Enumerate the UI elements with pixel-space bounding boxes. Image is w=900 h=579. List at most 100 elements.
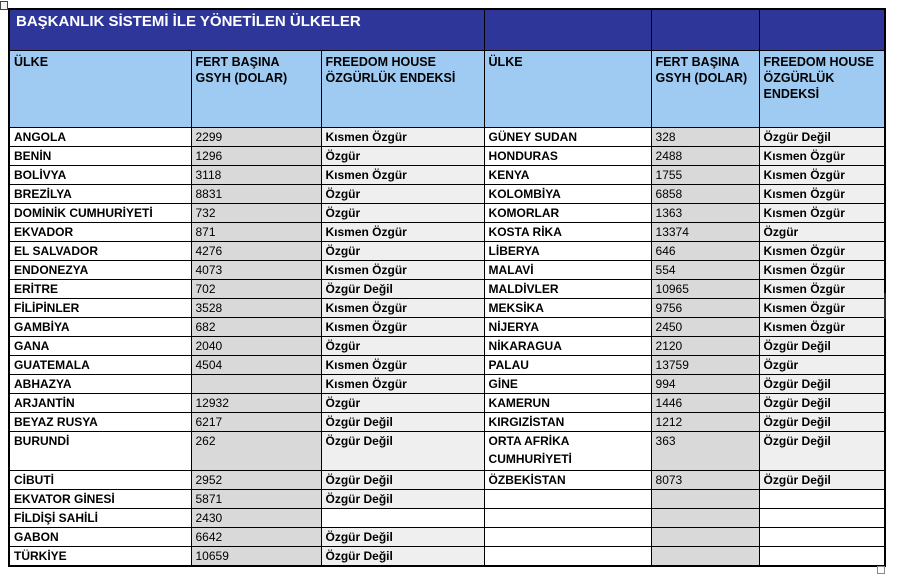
right-freedom-cell[interactable]: Özgür Değil — [758, 127, 886, 147]
left-gdp-cell[interactable]: 10659 — [190, 546, 322, 567]
left-country-cell[interactable]: GABON — [8, 527, 192, 547]
right-country-cell[interactable] — [483, 527, 652, 547]
header-freedom-right[interactable]: FREEDOM HOUSE ÖZGÜRLÜK ENDEKSİ — [758, 50, 886, 128]
right-gdp-cell[interactable]: 646 — [650, 241, 760, 261]
left-country-cell[interactable]: ERİTRE — [8, 279, 192, 299]
right-gdp-cell[interactable]: 2488 — [650, 146, 760, 166]
right-country-cell[interactable]: LİBERYA — [483, 241, 652, 261]
right-country-cell[interactable]: NİJERYA — [483, 317, 652, 337]
right-gdp-cell[interactable]: 13759 — [650, 355, 760, 375]
left-country-cell[interactable]: FİLDİŞİ SAHİLİ — [8, 508, 192, 528]
left-country-cell[interactable]: DOMİNİK CUMHURİYETİ — [8, 203, 192, 223]
right-gdp-cell[interactable]: 1212 — [650, 412, 760, 432]
left-freedom-cell[interactable] — [320, 508, 485, 528]
right-freedom-cell[interactable] — [758, 508, 886, 528]
right-freedom-cell[interactable]: Kısmen Özgür — [758, 203, 886, 223]
left-freedom-cell[interactable]: Özgür Değil — [320, 470, 485, 490]
left-gdp-cell[interactable]: 2430 — [190, 508, 322, 528]
right-gdp-cell[interactable]: 2120 — [650, 336, 760, 356]
right-freedom-cell[interactable]: Özgür Değil — [758, 431, 886, 471]
left-country-cell[interactable]: TÜRKİYE — [8, 546, 192, 567]
left-freedom-cell[interactable]: Özgür Değil — [320, 412, 485, 432]
right-freedom-cell[interactable]: Özgür Değil — [758, 374, 886, 394]
right-freedom-cell[interactable]: Kısmen Özgür — [758, 279, 886, 299]
left-country-cell[interactable]: BURUNDİ — [8, 431, 192, 471]
right-country-cell[interactable]: KOLOMBİYA — [483, 184, 652, 204]
left-freedom-cell[interactable]: Özgür — [320, 241, 485, 261]
right-gdp-cell[interactable]: 363 — [650, 431, 760, 471]
left-gdp-cell[interactable]: 4073 — [190, 260, 322, 280]
right-freedom-cell[interactable]: Kısmen Özgür — [758, 260, 886, 280]
right-gdp-cell[interactable] — [650, 508, 760, 528]
right-gdp-cell[interactable]: 1446 — [650, 393, 760, 413]
table-title[interactable]: BAŞKANLIK SİSTEMİ İLE YÖNETİLEN ÜLKELER — [8, 8, 485, 51]
header-country-right[interactable]: ÜLKE — [483, 50, 652, 128]
left-gdp-cell[interactable]: 732 — [190, 203, 322, 223]
right-country-cell[interactable]: MEKSİKA — [483, 298, 652, 318]
left-gdp-cell[interactable]: 4504 — [190, 355, 322, 375]
right-country-cell[interactable]: KOMORLAR — [483, 203, 652, 223]
right-gdp-cell[interactable]: 13374 — [650, 222, 760, 242]
left-freedom-cell[interactable]: Özgür — [320, 146, 485, 166]
right-freedom-cell[interactable]: Özgür Değil — [758, 393, 886, 413]
right-freedom-cell[interactable] — [758, 489, 886, 509]
left-country-cell[interactable]: GUATEMALA — [8, 355, 192, 375]
right-country-cell[interactable]: ÖZBEKİSTAN — [483, 470, 652, 490]
left-country-cell[interactable]: ENDONEZYA — [8, 260, 192, 280]
right-gdp-cell[interactable]: 9756 — [650, 298, 760, 318]
left-country-cell[interactable]: CİBUTİ — [8, 470, 192, 490]
left-freedom-cell[interactable]: Kısmen Özgür — [320, 355, 485, 375]
table-resize-handle[interactable] — [877, 566, 885, 574]
left-gdp-cell[interactable]: 6217 — [190, 412, 322, 432]
left-country-cell[interactable]: EKVATOR GİNESİ — [8, 489, 192, 509]
right-gdp-cell[interactable]: 2450 — [650, 317, 760, 337]
left-freedom-cell[interactable]: Kısmen Özgür — [320, 127, 485, 147]
header-gdp-left[interactable]: FERT BAŞINA GSYH (DOLAR) — [190, 50, 322, 128]
right-gdp-cell[interactable]: 6858 — [650, 184, 760, 204]
right-freedom-cell[interactable]: Özgür — [758, 355, 886, 375]
left-gdp-cell[interactable]: 4276 — [190, 241, 322, 261]
right-gdp-cell[interactable]: 328 — [650, 127, 760, 147]
left-gdp-cell[interactable]: 871 — [190, 222, 322, 242]
right-country-cell[interactable]: ORTA AFRİKA CUMHURİYETİ — [483, 431, 652, 471]
left-gdp-cell[interactable]: 2040 — [190, 336, 322, 356]
right-country-cell[interactable]: PALAU — [483, 355, 652, 375]
right-gdp-cell[interactable]: 1363 — [650, 203, 760, 223]
header-freedom-left[interactable]: FREEDOM HOUSE ÖZGÜRLÜK ENDEKSİ — [320, 50, 485, 128]
right-gdp-cell[interactable]: 8073 — [650, 470, 760, 490]
left-gdp-cell[interactable]: 2952 — [190, 470, 322, 490]
right-gdp-cell[interactable] — [650, 546, 760, 567]
left-country-cell[interactable]: GAMBİYA — [8, 317, 192, 337]
right-freedom-cell[interactable]: Özgür Değil — [758, 336, 886, 356]
left-gdp-cell[interactable] — [190, 374, 322, 394]
right-freedom-cell[interactable]: Kısmen Özgür — [758, 298, 886, 318]
left-gdp-cell[interactable]: 5871 — [190, 489, 322, 509]
right-freedom-cell[interactable]: Kısmen Özgür — [758, 165, 886, 185]
right-country-cell[interactable]: MALAVİ — [483, 260, 652, 280]
right-freedom-cell[interactable]: Özgür Değil — [758, 412, 886, 432]
right-country-cell[interactable]: HONDURAS — [483, 146, 652, 166]
right-freedom-cell[interactable]: Özgür — [758, 222, 886, 242]
header-gdp-right[interactable]: FERT BAŞINA GSYH (DOLAR) — [650, 50, 760, 128]
left-country-cell[interactable]: EL SALVADOR — [8, 241, 192, 261]
left-freedom-cell[interactable]: Kısmen Özgür — [320, 165, 485, 185]
right-freedom-cell[interactable]: Kısmen Özgür — [758, 241, 886, 261]
right-freedom-cell[interactable] — [758, 546, 886, 567]
left-country-cell[interactable]: BOLİVYA — [8, 165, 192, 185]
left-freedom-cell[interactable]: Özgür Değil — [320, 279, 485, 299]
right-gdp-cell[interactable] — [650, 527, 760, 547]
left-freedom-cell[interactable]: Kısmen Özgür — [320, 260, 485, 280]
left-gdp-cell[interactable]: 262 — [190, 431, 322, 471]
left-gdp-cell[interactable]: 12932 — [190, 393, 322, 413]
right-country-cell[interactable]: KAMERUN — [483, 393, 652, 413]
left-country-cell[interactable]: FİLİPİNLER — [8, 298, 192, 318]
left-country-cell[interactable]: EKVADOR — [8, 222, 192, 242]
title-spacer-cell-1[interactable] — [483, 8, 652, 51]
right-gdp-cell[interactable]: 554 — [650, 260, 760, 280]
right-freedom-cell[interactable]: Kısmen Özgür — [758, 184, 886, 204]
right-freedom-cell[interactable]: Kısmen Özgür — [758, 146, 886, 166]
left-freedom-cell[interactable]: Özgür — [320, 336, 485, 356]
left-country-cell[interactable]: GANA — [8, 336, 192, 356]
right-country-cell[interactable]: GİNE — [483, 374, 652, 394]
left-country-cell[interactable]: ANGOLA — [8, 127, 192, 147]
